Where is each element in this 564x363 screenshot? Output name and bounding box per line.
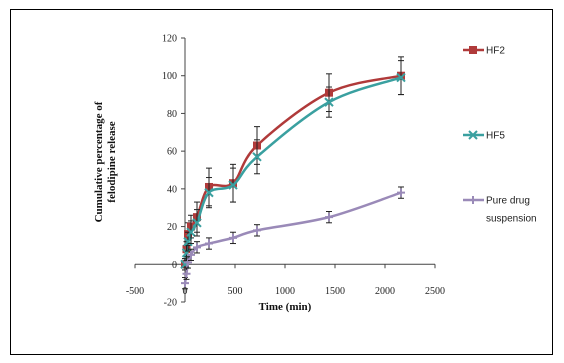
series-0 — [181, 56, 405, 271]
legend: HF2 HF5 Pure drug suspension — [463, 46, 537, 225]
y-tick-label: 100 — [162, 71, 177, 82]
data-point — [324, 97, 334, 107]
legend-label: Pure drug suspension — [486, 196, 537, 225]
series-1 — [180, 60, 406, 271]
series-line — [183, 74, 402, 265]
y-tick-label: 0 — [172, 260, 177, 271]
legend-marker — [468, 130, 478, 140]
legend-label-line: HF2 — [486, 46, 505, 57]
series-line — [183, 76, 402, 265]
legend-label-line: suspension — [486, 214, 537, 225]
data-point — [187, 250, 195, 259]
data-point — [397, 188, 405, 197]
y-tick-label: 40 — [167, 184, 177, 195]
data-point — [205, 239, 213, 248]
y-axis-title: Cumulative percentage offelodipine relea… — [93, 101, 118, 222]
y-tick-label: 80 — [167, 109, 177, 120]
legend-label: HF2 — [486, 46, 505, 57]
x-tick-label: 1500 — [325, 286, 345, 297]
release-chart: -20 0 20 40 60 80 100 120 -500 0 500 1000 1500 2000 25… — [93, 34, 537, 314]
plot-area — [180, 56, 406, 290]
data-point — [186, 227, 196, 237]
legend-item-2: Pure drug suspension — [463, 196, 537, 225]
x-tick-label: -500 — [126, 286, 144, 297]
series-line — [183, 191, 402, 284]
x-axis-title: Time (min) — [259, 301, 312, 313]
y-axis-title-line: Cumulative percentage of — [93, 101, 105, 222]
data-point — [182, 269, 191, 278]
data-point — [325, 213, 333, 222]
chart-frame: -20 0 20 40 60 80 100 120 -500 0 500 1000 1500 2000 25… — [10, 9, 553, 355]
x-tick-label: 1000 — [275, 286, 295, 297]
data-point — [252, 152, 262, 162]
data-point — [253, 226, 261, 235]
y-tick-label: -20 — [164, 298, 177, 309]
legend-item-1: HF5 — [463, 130, 505, 142]
y-tick-label: 120 — [162, 34, 177, 45]
y-tick-label: 20 — [167, 222, 177, 233]
legend-marker — [469, 46, 477, 54]
axes: -20 0 20 40 60 80 100 120 -500 0 500 1000 1500 2000 25… — [93, 34, 445, 314]
legend-label: HF5 — [486, 131, 505, 142]
y-tick-label: 60 — [167, 147, 177, 158]
x-tick-label: 2000 — [375, 286, 395, 297]
data-point — [228, 180, 238, 190]
data-point — [192, 218, 202, 228]
data-point — [396, 72, 406, 83]
data-point — [193, 243, 201, 252]
data-point — [184, 258, 192, 267]
y-axis-title-line: felodipine release — [106, 121, 118, 202]
x-tick-label: 0 — [183, 286, 188, 297]
legend-label-line: Pure drug — [486, 196, 530, 207]
legend-marker — [469, 196, 477, 204]
legend-item-0: HF2 — [463, 46, 505, 57]
series-2 — [181, 186, 405, 290]
legend-label-line: HF5 — [486, 131, 505, 142]
data-point — [204, 187, 214, 198]
data-point — [181, 279, 189, 288]
x-tick-label: 2500 — [425, 286, 445, 297]
x-tick-label: 500 — [228, 286, 243, 297]
data-point — [229, 233, 237, 242]
